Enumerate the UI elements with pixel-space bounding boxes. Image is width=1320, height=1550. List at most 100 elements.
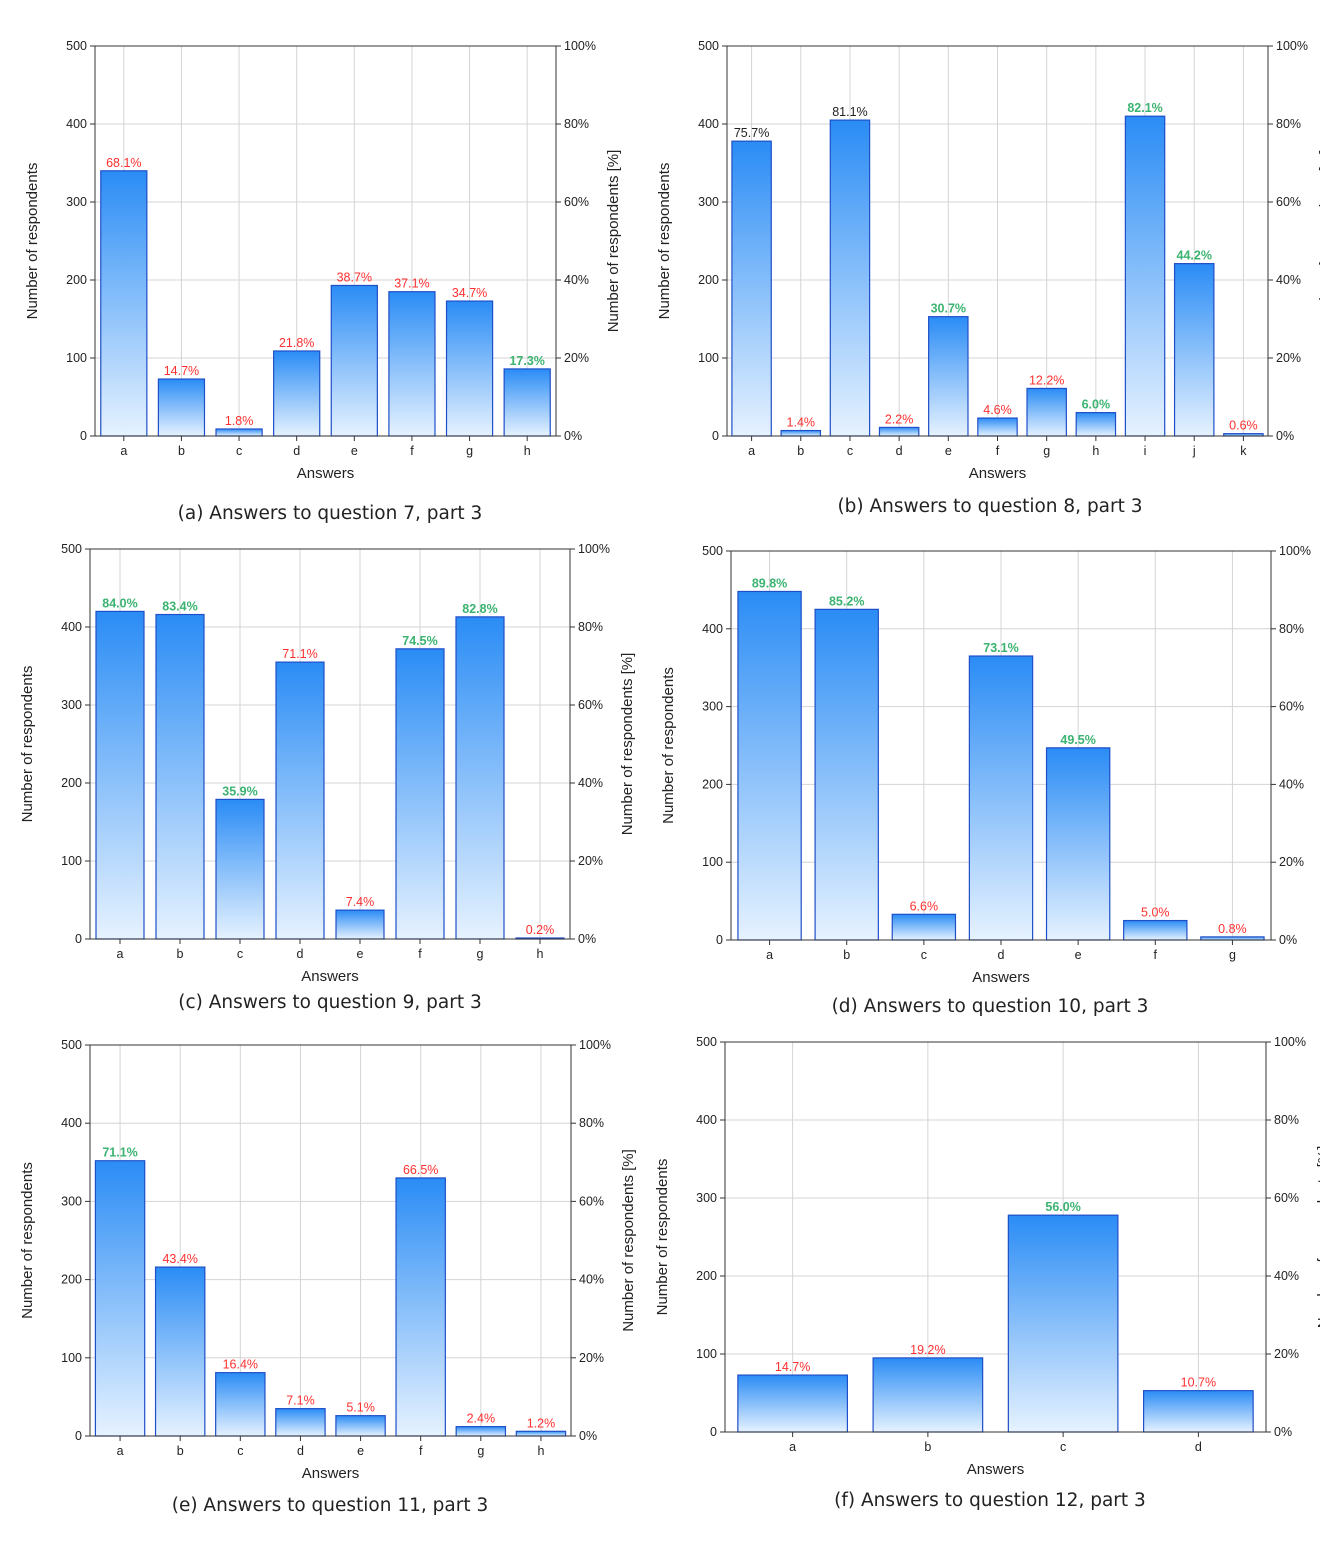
y2-tick-label: 80% bbox=[578, 620, 603, 634]
bar bbox=[455, 616, 505, 940]
y2-tick-label: 100% bbox=[1279, 544, 1311, 558]
y2-axis-title: Number of respondents [%] bbox=[620, 1149, 637, 1332]
data-label: 1.8% bbox=[225, 414, 254, 428]
y2-tick-label: 40% bbox=[578, 776, 603, 790]
y-axis-title: Number of respondents bbox=[24, 163, 41, 320]
x-tick-label: h bbox=[1092, 444, 1099, 458]
data-label: 7.4% bbox=[346, 895, 375, 909]
y-tick-label: 300 bbox=[61, 698, 82, 712]
y2-tick-label: 40% bbox=[1276, 273, 1301, 287]
y2-tick-label: 40% bbox=[1279, 777, 1304, 791]
x-tick-label: c bbox=[1060, 1440, 1066, 1454]
x-tick-label: f bbox=[410, 444, 414, 458]
y-tick-label: 200 bbox=[61, 1273, 82, 1287]
y2-tick-label: 0% bbox=[1279, 933, 1297, 947]
data-label: 71.1% bbox=[282, 647, 317, 661]
bar bbox=[515, 1430, 567, 1437]
bar bbox=[891, 913, 957, 941]
bar bbox=[1045, 747, 1111, 941]
data-label: 14.7% bbox=[775, 1360, 810, 1374]
y2-tick-label: 60% bbox=[578, 698, 603, 712]
bar bbox=[215, 1372, 266, 1437]
data-label: 56.0% bbox=[1045, 1200, 1080, 1214]
data-label: 74.5% bbox=[402, 634, 437, 648]
bar bbox=[872, 1357, 984, 1433]
x-tick-label: d bbox=[293, 444, 300, 458]
x-tick-label: b bbox=[177, 1444, 184, 1458]
y2-tick-label: 40% bbox=[579, 1273, 604, 1287]
y2-tick-label: 60% bbox=[1279, 700, 1304, 714]
chart-c: 84.0% 83.4% 35.9% 71.1% 7.4% 74.5% 82.8% 0.2% 0 1… bbox=[19, 542, 636, 985]
chart-panel-a: 68.1% 14.7% 1.8% 21.8% 38.7% 37.1% 34.7% 17.3% 0… bbox=[0, 0, 660, 530]
bar bbox=[395, 1177, 446, 1437]
data-label: 0.2% bbox=[526, 923, 555, 937]
y2-tick-label: 20% bbox=[1276, 351, 1301, 365]
data-label: 49.5% bbox=[1060, 733, 1095, 747]
y-axis-title: Number of respondents bbox=[660, 667, 677, 824]
data-label: 5.0% bbox=[1141, 906, 1170, 920]
bar bbox=[977, 417, 1018, 437]
data-label: 38.7% bbox=[337, 270, 372, 284]
x-tick-label: a bbox=[117, 1444, 124, 1458]
plot-frame bbox=[89, 1044, 572, 1437]
y-tick-label: 200 bbox=[698, 273, 719, 287]
data-label: 17.3% bbox=[509, 354, 544, 368]
y-tick-label: 200 bbox=[66, 273, 87, 287]
bar bbox=[1173, 263, 1215, 437]
y-axis-title: Number of respondents bbox=[654, 1159, 671, 1316]
y-tick-label: 100 bbox=[698, 351, 719, 365]
y2-tick-label: 80% bbox=[1274, 1113, 1299, 1127]
data-label: 21.8% bbox=[279, 336, 314, 350]
y-tick-label: 500 bbox=[61, 1038, 82, 1052]
y-tick-label: 0 bbox=[716, 933, 723, 947]
bar bbox=[780, 429, 822, 437]
x-tick-label: a bbox=[789, 1440, 796, 1454]
chart-f: 14.7% 19.2% 56.0% 10.7% 0 100 200 300 400 500 0% 20… bbox=[654, 1035, 1320, 1478]
bar bbox=[330, 284, 378, 437]
chart-panel-e: 71.1% 43.4% 16.4% 7.1% 5.1% 66.5% 2.4% 1.2% 0 100… bbox=[0, 1030, 660, 1550]
y-axis-title: Number of respondents bbox=[656, 163, 673, 320]
y2-tick-label: 60% bbox=[1276, 195, 1301, 209]
y2-tick-label: 80% bbox=[1276, 117, 1301, 131]
x-axis-title: Answers bbox=[972, 969, 1030, 986]
chart-f-caption: (f) Answers to question 12, part 3 bbox=[834, 1490, 1146, 1511]
chart-e-caption: (e) Answers to question 11, part 3 bbox=[171, 1495, 489, 1516]
x-tick-label: g bbox=[477, 947, 484, 961]
chart-panel-c: 84.0% 83.4% 35.9% 71.1% 7.4% 74.5% 82.8% 0.2% 0 1… bbox=[0, 530, 660, 1030]
x-tick-label: k bbox=[1240, 444, 1247, 458]
y-tick-label: 0 bbox=[80, 429, 87, 443]
data-label: 89.8% bbox=[752, 576, 787, 590]
x-tick-label: g bbox=[466, 444, 473, 458]
y2-tick-label: 100% bbox=[1274, 1035, 1306, 1049]
y-tick-label: 100 bbox=[702, 855, 723, 869]
x-tick-label: f bbox=[996, 444, 1000, 458]
y2-tick-label: 80% bbox=[564, 117, 589, 131]
data-label: 82.1% bbox=[1127, 101, 1162, 115]
y2-tick-label: 60% bbox=[1274, 1191, 1299, 1205]
data-label: 10.7% bbox=[1181, 1376, 1216, 1390]
bar bbox=[1124, 115, 1166, 437]
y-tick-label: 400 bbox=[66, 117, 87, 131]
y-tick-label: 500 bbox=[66, 39, 87, 53]
y-tick-label: 100 bbox=[61, 854, 82, 868]
data-label: 66.5% bbox=[403, 1163, 438, 1177]
data-label: 43.4% bbox=[162, 1252, 197, 1266]
y2-axis-title: Number of respondents [%] bbox=[619, 653, 636, 836]
x-tick-label: d bbox=[297, 1444, 304, 1458]
y-tick-label: 200 bbox=[702, 777, 723, 791]
bar bbox=[878, 426, 920, 437]
y2-tick-label: 100% bbox=[578, 542, 610, 556]
y-tick-label: 400 bbox=[696, 1113, 717, 1127]
data-label: 2.2% bbox=[885, 412, 914, 426]
data-label: 85.2% bbox=[829, 594, 864, 608]
plot-frame bbox=[724, 1041, 1267, 1433]
bar bbox=[1026, 387, 1067, 437]
bar bbox=[388, 291, 436, 437]
y-tick-label: 0 bbox=[75, 1429, 82, 1443]
y-tick-label: 300 bbox=[698, 195, 719, 209]
y-tick-label: 0 bbox=[75, 932, 82, 946]
x-tick-label: e bbox=[357, 1444, 364, 1458]
data-label: 5.1% bbox=[346, 1401, 375, 1415]
bar bbox=[155, 613, 205, 940]
x-tick-label: e bbox=[1075, 948, 1082, 962]
